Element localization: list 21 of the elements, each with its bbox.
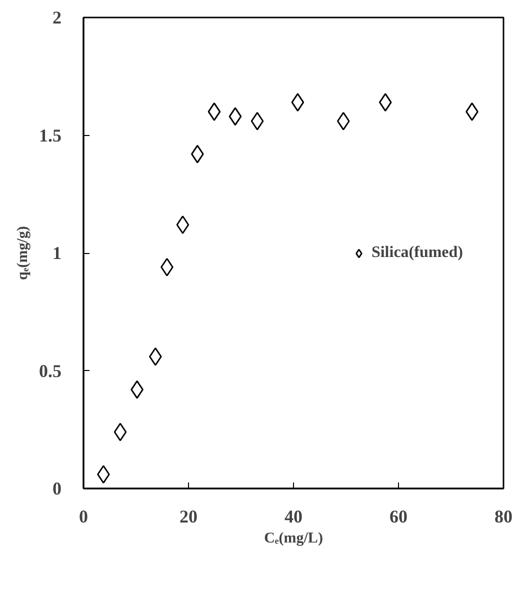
y-tick-label: 0 bbox=[52, 478, 62, 498]
point bbox=[228, 107, 242, 126]
x-tick-label: 60 bbox=[390, 506, 408, 526]
x-tick-label: 80 bbox=[494, 506, 512, 526]
point bbox=[378, 93, 392, 112]
x-tick-label: 0 bbox=[79, 506, 88, 526]
y-tick-label: 1 bbox=[52, 243, 62, 263]
point bbox=[208, 102, 221, 121]
y-axis-title: qₑ(mg/g) bbox=[15, 226, 31, 280]
point bbox=[114, 422, 127, 442]
point bbox=[250, 112, 264, 130]
x-tick-label: 20 bbox=[180, 506, 198, 526]
x-axis-title: Cₑ(mg/L) bbox=[264, 530, 323, 546]
y-tick-label: 0.5 bbox=[39, 360, 62, 381]
y-tick-label: 2 bbox=[52, 8, 62, 28]
x-tick-label: 40 bbox=[284, 506, 302, 526]
y-tick-label: 1.5 bbox=[39, 125, 62, 146]
point bbox=[176, 215, 190, 234]
point bbox=[291, 93, 304, 112]
legend-label: Silica(fumed) bbox=[371, 244, 463, 262]
point bbox=[336, 112, 350, 130]
